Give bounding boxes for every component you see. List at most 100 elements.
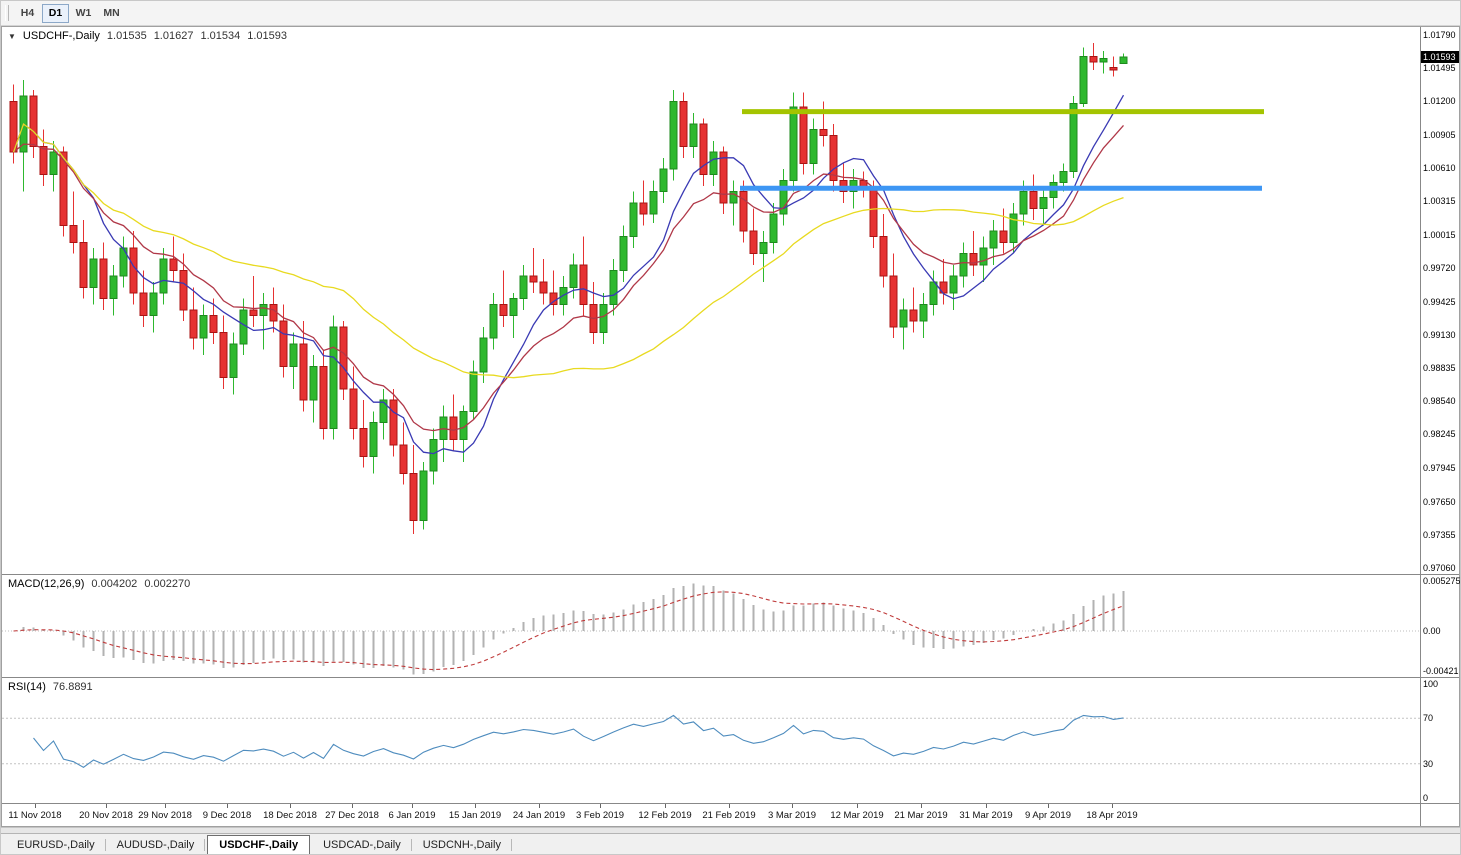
macd-histogram xyxy=(22,583,1125,675)
date-tick xyxy=(600,804,601,808)
ohlc-open: 1.01535 xyxy=(106,30,147,42)
timeframe-d1-button[interactable]: D1 xyxy=(42,3,69,23)
timeframe-w1-button[interactable]: W1 xyxy=(75,7,92,19)
date-tick xyxy=(290,804,291,808)
rsi-label-row: RSI(14) 76.8891 xyxy=(8,681,93,693)
date-tick xyxy=(227,804,228,808)
date-tick xyxy=(475,804,476,808)
macd-canvas[interactable] xyxy=(2,575,1420,677)
chart-panes: ▼ USDCHF-,Daily 1.01535 1.01627 1.01534 … xyxy=(2,27,1420,826)
price-chart-canvas[interactable] xyxy=(2,27,1420,574)
date-label: 24 Jan 2019 xyxy=(512,810,566,821)
price-scale-label: 0.98245 xyxy=(1423,429,1456,440)
date-label: 11 Nov 2018 xyxy=(8,810,62,821)
date-label: 31 Mar 2019 xyxy=(959,810,1013,821)
date-tick xyxy=(1048,804,1049,808)
price-scale-label: 0.99130 xyxy=(1423,329,1456,340)
date-label: 29 Nov 2018 xyxy=(138,810,192,821)
rsi-scale-label: 100 xyxy=(1423,679,1439,689)
macd-scale-label: -0.00421 xyxy=(1423,665,1459,676)
current-price-badge: 1.01593 xyxy=(1421,51,1459,64)
ma-mid-red-line xyxy=(13,124,1124,432)
price-scale-label: 0.97355 xyxy=(1423,529,1456,540)
macd-indicator-pane[interactable]: MACD(12,26,9) 0.004202 0.002270 xyxy=(2,575,1420,678)
date-tick xyxy=(1112,804,1113,808)
rsi-canvas[interactable] xyxy=(2,678,1420,803)
rsi-indicator-pane[interactable]: RSI(14) 76.8891 xyxy=(2,678,1420,804)
chart-tab-audusd[interactable]: AUDUSD-,Daily xyxy=(106,834,206,854)
price-chart-pane[interactable]: ▼ USDCHF-,Daily 1.01535 1.01627 1.01534 … xyxy=(2,27,1420,575)
price-scale-label: 1.00610 xyxy=(1423,162,1456,173)
scale-corner xyxy=(1421,804,1459,826)
chart-tab-usdchf[interactable]: USDCHF-,Daily xyxy=(207,835,311,854)
price-scale-label: 0.99425 xyxy=(1423,296,1456,307)
ohlc-high: 1.01627 xyxy=(153,30,194,42)
date-tick xyxy=(539,804,540,808)
date-label: 27 Dec 2018 xyxy=(325,810,379,821)
date-label: 12 Feb 2019 xyxy=(638,810,692,821)
date-tick xyxy=(165,804,166,808)
price-scale-label: 0.99720 xyxy=(1423,263,1456,274)
date-tick xyxy=(921,804,922,808)
ma-fast-blue-line xyxy=(12,94,1125,455)
macd-scale[interactable]: 0.005275 0.00 -0.00421 xyxy=(1421,575,1460,678)
price-scale-label: 1.00905 xyxy=(1423,129,1456,140)
bottom-strip xyxy=(1,827,1460,833)
date-tick xyxy=(412,804,413,808)
price-scale-label: 1.01200 xyxy=(1423,96,1456,107)
rsi-scale-label: 30 xyxy=(1423,758,1434,769)
main-price-scale[interactable]: 1.01593 1.01790 1.01495 1.01200 1.00905 1.00… xyxy=(1421,27,1459,575)
date-label: 9 Dec 2018 xyxy=(202,810,252,821)
timeframe-toolbar: H4 D1 W1 MN xyxy=(1,1,1460,26)
date-label: 21 Mar 2019 xyxy=(894,810,948,821)
date-tick xyxy=(35,804,36,808)
chart-symbol: USDCHF-,Daily xyxy=(22,30,100,42)
date-label: 3 Mar 2019 xyxy=(767,810,817,821)
price-scale-label: 1.00015 xyxy=(1423,230,1456,241)
price-scale-label: 1.01495 xyxy=(1423,63,1456,74)
chart-tabbar: EURUSD-,Daily AUDUSD-,Daily USDCHF-,Daily U… xyxy=(1,833,1460,854)
toolbar-grip[interactable] xyxy=(5,5,9,21)
ohlc-low: 1.01534 xyxy=(200,30,241,42)
date-tick xyxy=(792,804,793,808)
date-label: 18 Apr 2019 xyxy=(1086,810,1138,821)
chart-collapse-icon[interactable]: ▼ xyxy=(8,31,16,41)
rsi-scale-label: 0 xyxy=(1423,793,1429,803)
price-scale-label: 0.97945 xyxy=(1423,463,1456,474)
date-label: 18 Dec 2018 xyxy=(263,810,317,821)
macd-scale-label: 0.00 xyxy=(1423,626,1441,636)
chart-tab-usdcnh[interactable]: USDCNH-,Daily xyxy=(412,834,513,854)
price-scale-label: 1.01790 xyxy=(1423,30,1456,40)
date-axis[interactable]: 11 Nov 2018 20 Nov 2018 29 Nov 2018 9 Dec 2… xyxy=(2,804,1420,826)
price-scale-column[interactable]: 1.01593 1.01790 1.01495 1.01200 1.00905 1.00… xyxy=(1420,27,1460,826)
date-tick xyxy=(352,804,353,808)
macd-value-main: 0.004202 xyxy=(91,578,138,590)
rsi-scale-label: 70 xyxy=(1423,713,1434,724)
rsi-line xyxy=(33,714,1124,768)
candles-layer xyxy=(9,42,1128,535)
rsi-value: 76.8891 xyxy=(52,681,93,693)
date-label: 20 Nov 2018 xyxy=(79,810,133,821)
macd-signal-line xyxy=(13,591,1124,671)
price-scale-label: 1.00315 xyxy=(1423,196,1456,207)
timeframe-h4-button[interactable]: H4 xyxy=(20,7,35,19)
price-scale-label: 0.97060 xyxy=(1423,563,1456,573)
date-label: 21 Feb 2019 xyxy=(702,810,756,821)
ma-slow-yellow-line xyxy=(12,122,1124,379)
timeframe-buttons: H4 D1 W1 MN xyxy=(14,3,125,23)
ohlc-close: 1.01593 xyxy=(247,30,287,42)
timeframe-mn-button[interactable]: MN xyxy=(103,7,120,19)
date-tick xyxy=(729,804,730,808)
date-label: 9 Apr 2019 xyxy=(1025,810,1071,821)
macd-label-row: MACD(12,26,9) 0.004202 0.002270 xyxy=(8,578,190,590)
macd-label: MACD(12,26,9) xyxy=(8,578,85,590)
date-label: 15 Jan 2019 xyxy=(448,810,502,821)
chart-tab-eurusd[interactable]: EURUSD-,Daily xyxy=(6,834,106,854)
macd-value-signal: 0.002270 xyxy=(144,578,191,590)
chart-tab-usdcad[interactable]: USDCAD-,Daily xyxy=(312,834,412,854)
price-scale-label: 0.98540 xyxy=(1423,396,1456,407)
date-label: 3 Feb 2019 xyxy=(575,810,625,821)
rsi-scale[interactable]: 100 70 30 0 xyxy=(1421,678,1459,804)
date-tick xyxy=(106,804,107,808)
